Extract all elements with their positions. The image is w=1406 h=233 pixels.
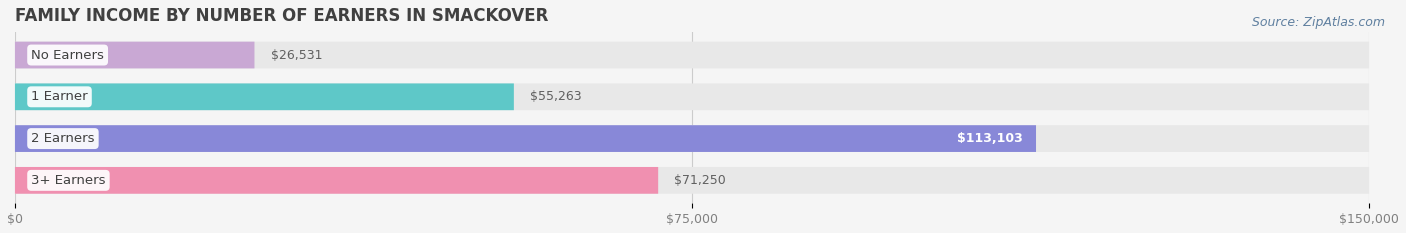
FancyBboxPatch shape [15,42,254,69]
Text: 2 Earners: 2 Earners [31,132,94,145]
Text: $26,531: $26,531 [271,48,322,62]
Text: 1 Earner: 1 Earner [31,90,87,103]
Text: $113,103: $113,103 [956,132,1022,145]
FancyBboxPatch shape [15,167,658,194]
Text: $55,263: $55,263 [530,90,582,103]
FancyBboxPatch shape [15,83,513,110]
Text: Source: ZipAtlas.com: Source: ZipAtlas.com [1251,16,1385,29]
FancyBboxPatch shape [15,83,1369,110]
FancyBboxPatch shape [15,125,1369,152]
Text: No Earners: No Earners [31,48,104,62]
FancyBboxPatch shape [15,167,1369,194]
FancyBboxPatch shape [15,125,1036,152]
FancyBboxPatch shape [15,42,1369,69]
Text: $71,250: $71,250 [675,174,725,187]
Text: 3+ Earners: 3+ Earners [31,174,105,187]
Text: FAMILY INCOME BY NUMBER OF EARNERS IN SMACKOVER: FAMILY INCOME BY NUMBER OF EARNERS IN SM… [15,7,548,25]
